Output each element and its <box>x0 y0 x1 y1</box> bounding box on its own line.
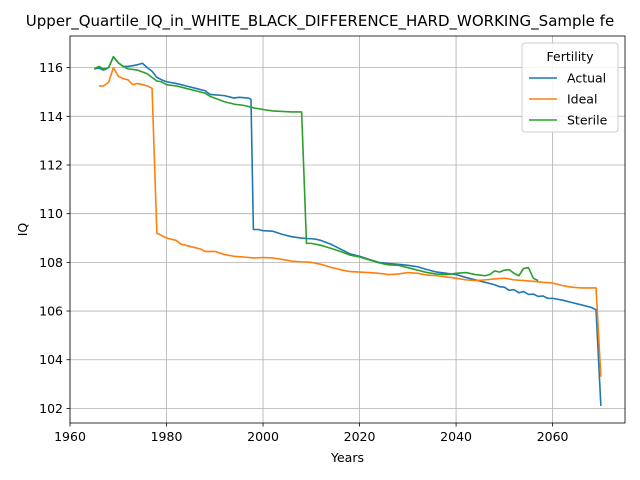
series-line-sterile <box>93 55 539 282</box>
legend: Fertility Actual Ideal Sterile <box>521 42 619 133</box>
x-tick-label: 1980 <box>151 429 183 444</box>
chart-title: Upper_Quartile_IQ_in_WHITE_BLACK_DIFFERE… <box>26 12 614 31</box>
x-tick-label: 2020 <box>344 429 376 444</box>
legend-label-ideal: Ideal <box>567 92 597 107</box>
y-tick-label: 116 <box>39 60 63 75</box>
series-lines <box>93 55 602 407</box>
x-axis-label: Years <box>330 450 364 465</box>
series-line-actual <box>94 55 602 407</box>
y-tick-label: 102 <box>39 401 63 416</box>
y-axis-label: IQ <box>15 223 30 237</box>
series-line-ideal <box>98 66 602 377</box>
legend-title: Fertility <box>547 49 595 64</box>
y-tick-label: 114 <box>39 109 63 124</box>
plot-frame <box>69 35 626 424</box>
y-tick-label: 112 <box>39 158 63 173</box>
x-tick-label: 1960 <box>54 429 86 444</box>
y-tick-label: 104 <box>39 352 63 367</box>
legend-label-sterile: Sterile <box>567 113 608 128</box>
x-axis: 1960 1980 2000 2020 2040 2060 <box>54 423 569 444</box>
y-tick-label: 108 <box>39 255 63 270</box>
x-tick-label: 2040 <box>440 429 472 444</box>
y-tick-label: 110 <box>39 206 63 221</box>
x-tick-label: 2060 <box>537 429 569 444</box>
y-tick-label: 106 <box>39 304 63 319</box>
y-axis: 102 104 106 108 110 112 114 116 <box>39 60 70 416</box>
x-tick-label: 2000 <box>247 429 279 444</box>
legend-box <box>521 42 619 133</box>
legend-label-actual: Actual <box>567 71 606 86</box>
